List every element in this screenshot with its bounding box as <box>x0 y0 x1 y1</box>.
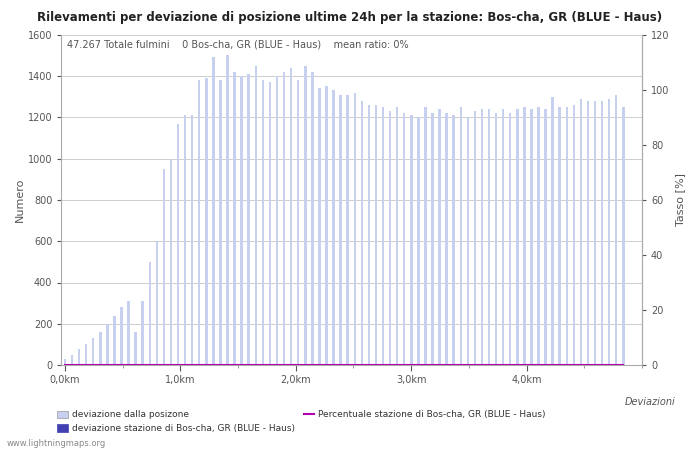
Bar <box>382 107 384 365</box>
Bar <box>396 107 398 365</box>
Bar <box>403 113 405 365</box>
Bar <box>169 159 172 365</box>
Bar <box>212 58 215 365</box>
Bar <box>417 117 419 365</box>
Y-axis label: Tasso [%]: Tasso [%] <box>675 173 685 226</box>
Bar <box>459 107 462 365</box>
Bar <box>445 113 448 365</box>
Bar <box>162 169 165 365</box>
Bar <box>233 72 236 365</box>
Bar <box>127 301 130 365</box>
Bar <box>346 94 349 365</box>
Bar <box>219 80 222 365</box>
Bar <box>240 76 243 365</box>
Bar <box>148 262 151 365</box>
Bar <box>559 107 561 365</box>
Bar <box>545 109 547 365</box>
Bar <box>198 80 200 365</box>
Bar <box>85 344 88 365</box>
Bar <box>141 301 144 365</box>
Bar <box>431 113 434 365</box>
Bar <box>255 66 257 365</box>
Bar <box>276 76 278 365</box>
Bar <box>424 107 427 365</box>
Bar <box>248 74 250 365</box>
Bar <box>78 349 80 365</box>
Bar <box>92 338 94 365</box>
Bar <box>64 359 66 365</box>
Bar <box>538 107 540 365</box>
Bar <box>226 55 229 365</box>
Bar <box>438 109 441 365</box>
Bar <box>580 99 582 365</box>
Bar <box>155 241 158 365</box>
Bar <box>360 101 363 365</box>
Bar <box>474 111 476 365</box>
Text: Rilevamenti per deviazione di posizione ultime 24h per la stazione: Bos-cha, GR : Rilevamenti per deviazione di posizione … <box>37 11 663 24</box>
Bar <box>177 124 179 365</box>
Bar <box>467 117 469 365</box>
Bar <box>488 109 490 365</box>
Bar <box>269 82 271 365</box>
Bar <box>509 113 512 365</box>
Text: Deviazioni: Deviazioni <box>624 397 676 407</box>
Bar <box>191 115 193 365</box>
Bar <box>481 109 483 365</box>
Text: www.lightningmaps.org: www.lightningmaps.org <box>7 439 106 448</box>
Bar <box>552 97 554 365</box>
Bar <box>389 111 391 365</box>
Bar <box>340 94 342 365</box>
Bar <box>452 115 455 365</box>
Bar <box>566 107 568 365</box>
Text: 47.267 Totale fulmini    0 Bos-cha, GR (BLUE - Haus)    mean ratio: 0%: 47.267 Totale fulmini 0 Bos-cha, GR (BLU… <box>67 40 409 50</box>
Bar <box>354 93 356 365</box>
Bar <box>326 86 328 365</box>
Bar <box>368 105 370 365</box>
Bar <box>608 99 610 365</box>
Bar <box>71 355 74 365</box>
Bar <box>120 307 122 365</box>
Y-axis label: Numero: Numero <box>15 178 25 222</box>
Bar <box>113 315 116 365</box>
Bar <box>615 94 617 365</box>
Bar <box>622 107 624 365</box>
Bar <box>184 115 186 365</box>
Bar <box>332 90 335 365</box>
Bar <box>374 105 377 365</box>
Bar <box>205 78 208 365</box>
Bar <box>134 332 137 365</box>
Bar <box>311 72 314 365</box>
Bar <box>99 332 102 365</box>
Bar <box>523 107 526 365</box>
Bar <box>573 105 575 365</box>
Bar <box>601 101 603 365</box>
Bar <box>495 113 497 365</box>
Bar <box>410 115 412 365</box>
Bar <box>283 72 286 365</box>
Bar <box>587 101 589 365</box>
Bar <box>594 101 596 365</box>
Bar <box>290 68 293 365</box>
Bar <box>318 89 321 365</box>
Bar <box>297 80 300 365</box>
Bar <box>262 80 264 365</box>
Legend: deviazione dalla posizone, deviazione stazione di Bos-cha, GR (BLUE - Haus), Per: deviazione dalla posizone, deviazione st… <box>53 407 550 436</box>
Bar <box>304 66 307 365</box>
Bar <box>106 324 108 365</box>
Bar <box>530 109 533 365</box>
Bar <box>516 109 519 365</box>
Bar <box>502 109 505 365</box>
